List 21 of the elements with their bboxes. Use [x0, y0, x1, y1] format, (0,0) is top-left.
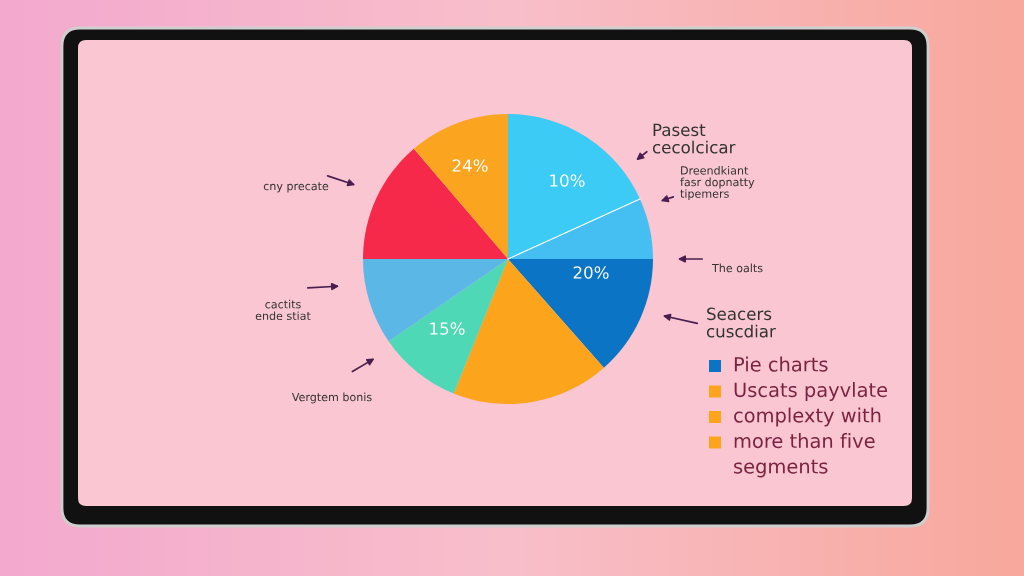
- text: segments: [734, 459, 828, 478]
- text: complexty with: [734, 407, 881, 427]
- pie-slice: [363, 259, 508, 342]
- text: 10%: [550, 174, 585, 187]
- text: Seacers cuscdiar: [706, 307, 776, 338]
- text: more than five: [734, 433, 875, 449]
- pie-slice: [508, 259, 653, 368]
- text: Vergtem bonis: [291, 392, 372, 404]
- text: cny precate: [263, 182, 329, 193]
- text: 20%: [573, 266, 609, 279]
- text: Dreendkiant fasr dopnatty tipemers: [680, 166, 755, 200]
- pie-slice: [413, 114, 508, 259]
- text: 24%: [452, 159, 488, 172]
- text: The oalts: [711, 263, 763, 273]
- text: Pasest cecolcicar: [652, 123, 736, 154]
- text: Uscats payvlate: [734, 382, 888, 401]
- text: Pie charts: [734, 356, 828, 372]
- text: cactits ende stiat: [255, 299, 311, 321]
- pie-slice: [388, 259, 508, 394]
- text: 15%: [430, 322, 465, 335]
- pie-slice: [363, 148, 508, 259]
